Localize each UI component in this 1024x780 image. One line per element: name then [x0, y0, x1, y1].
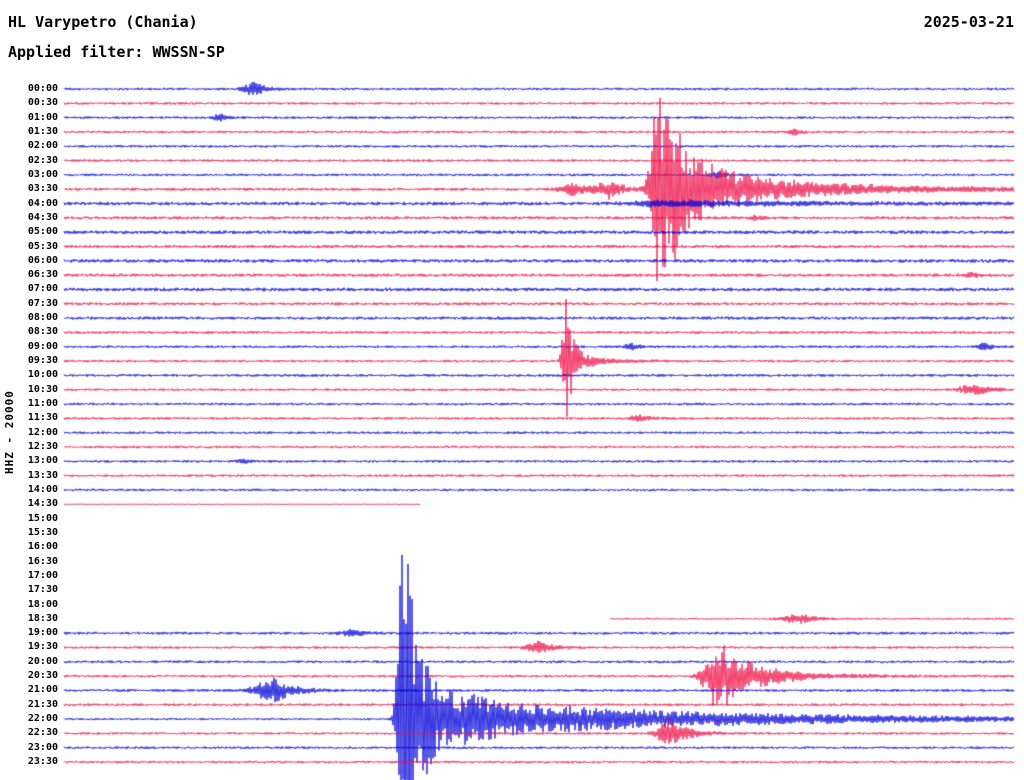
helicorder-canvas [0, 0, 1024, 780]
helicorder-page: { "header": { "station": "HL Varypetro (… [0, 0, 1024, 780]
